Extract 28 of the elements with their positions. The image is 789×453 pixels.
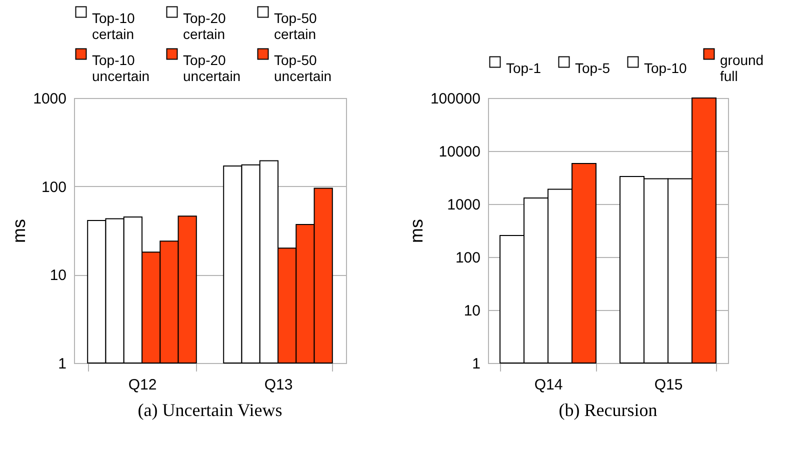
y-tick-label: 1 (58, 356, 66, 372)
y-axis-title: ms (9, 219, 30, 243)
legend-label: Top-10 certain (92, 10, 136, 42)
y-tick-label: 100 (41, 178, 66, 196)
y-tick-label: 1000 (33, 90, 66, 108)
y-axis-title: ms (406, 219, 426, 243)
x-tick-label: Q14 (534, 376, 563, 394)
legend-label: Top-20 uncertain (183, 52, 241, 84)
y-tick-label: 1 (472, 356, 480, 372)
y-tick-label: 1000 (447, 196, 480, 214)
legend-label: Top-20 certain (183, 10, 226, 42)
x-tick-label: Q13 (264, 376, 293, 394)
x-tick-label: Q15 (654, 376, 683, 394)
legend-label: Top-50 uncertain (274, 52, 332, 84)
legend-label: ground full (720, 52, 764, 84)
y-tick-label: 10 (464, 302, 480, 320)
text: (a) Uncertain Views (138, 400, 282, 420)
y-tick-label: 100 (455, 250, 480, 266)
x-tick-label: Q12 (128, 376, 157, 394)
legend-label: Top-1 (506, 60, 542, 76)
text: (b) Recursion (558, 400, 658, 420)
legend-label: Top-5 (575, 60, 610, 76)
legend-label: Top-10 uncertain (92, 52, 150, 84)
legend-label: Top-10 (644, 60, 688, 76)
y-tick-label: 100000 (430, 90, 480, 108)
y-tick-label: 10000 (438, 144, 480, 160)
y-tick-label: 10 (50, 267, 66, 284)
legend-label: Top-50 certain (274, 10, 318, 42)
